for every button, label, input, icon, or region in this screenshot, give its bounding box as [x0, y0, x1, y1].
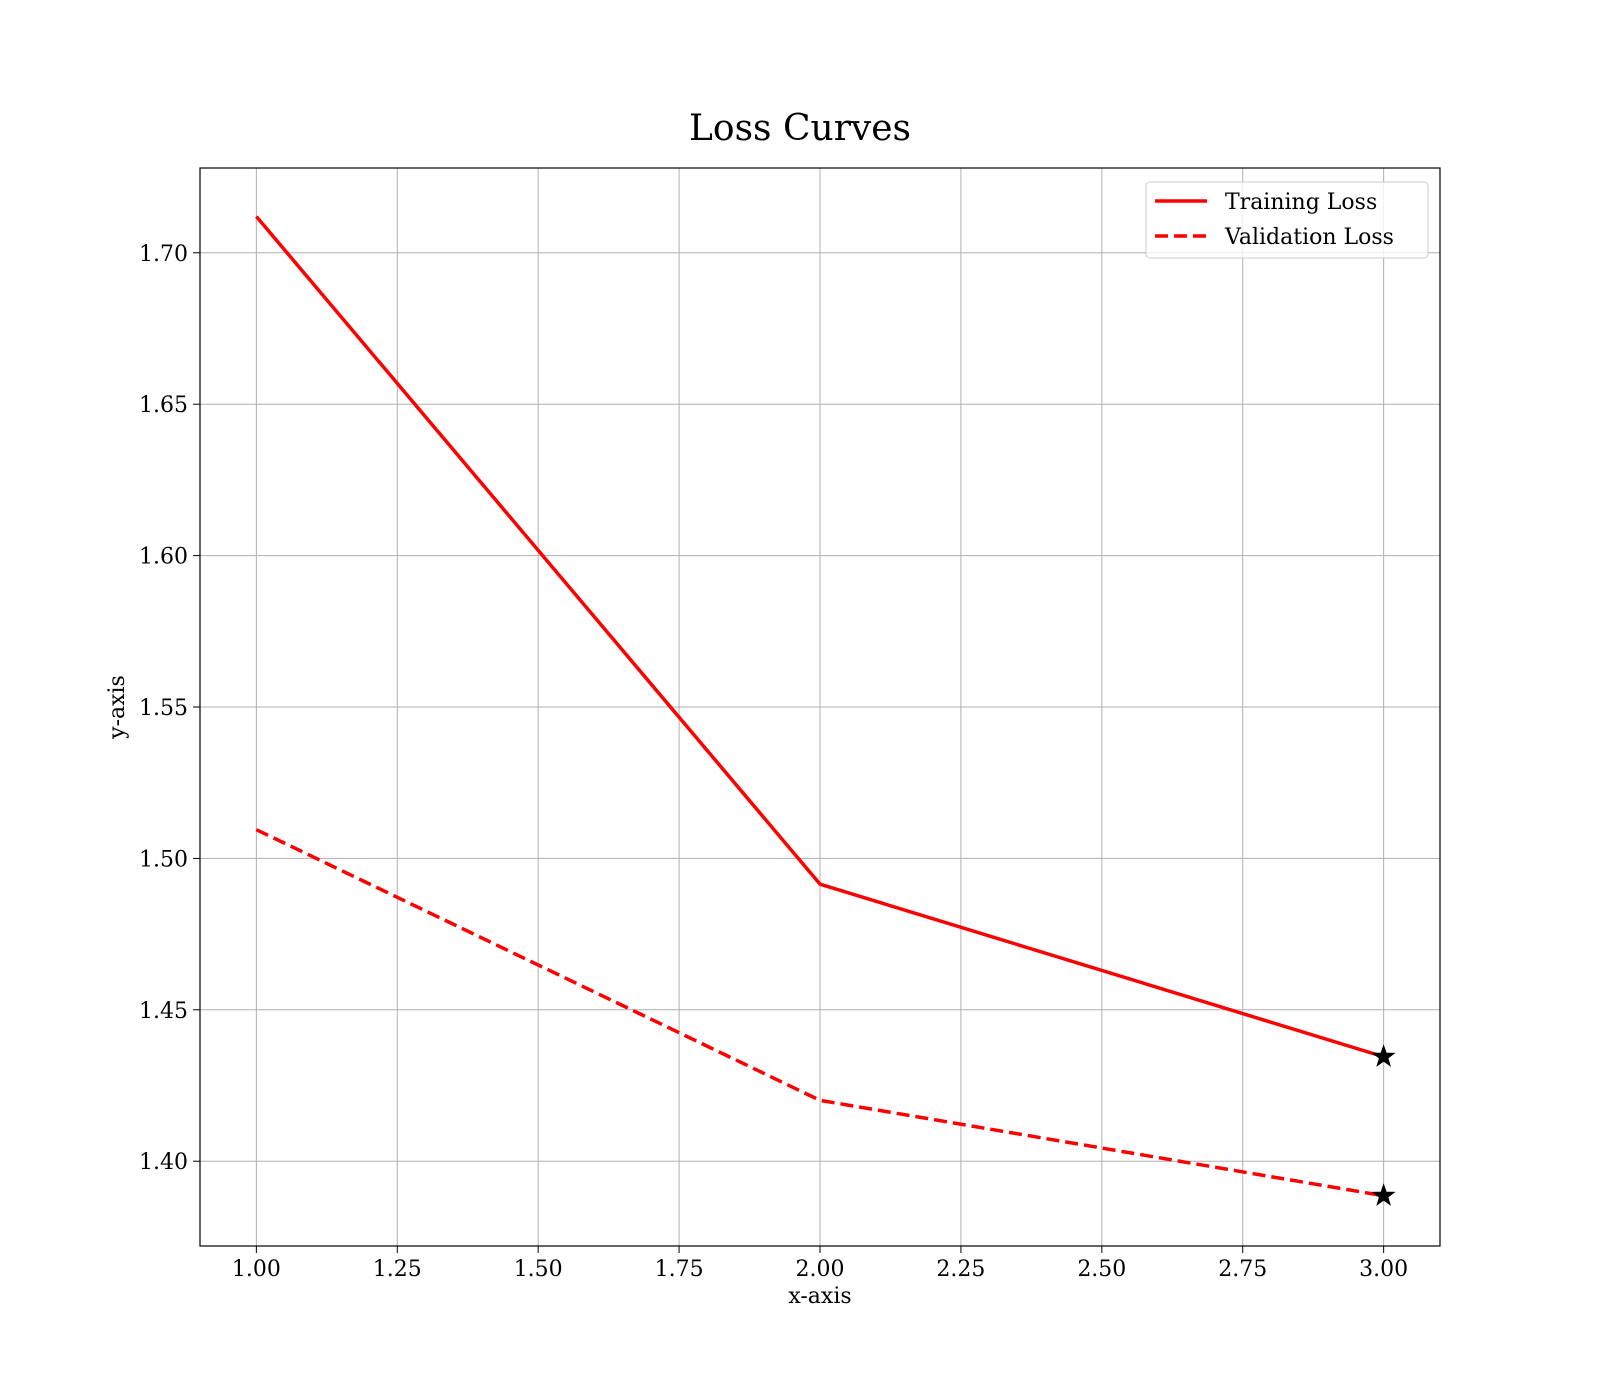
legend-box: [1145, 181, 1429, 259]
legend-label-training-loss: Training Loss: [1225, 190, 1377, 215]
x-axis-label: x-axis: [788, 1284, 851, 1309]
x-tick-label: 1.75: [655, 1257, 704, 1282]
x-tick-label: 2.25: [936, 1257, 985, 1282]
y-tick-label: 1.50: [139, 847, 188, 872]
legend: Training Loss Validation Loss: [1145, 181, 1429, 259]
x-tick-label: 1.00: [232, 1257, 281, 1282]
series-end-markers: [1371, 1044, 1396, 1206]
end-star-marker-validation-loss: [1371, 1183, 1396, 1206]
end-star-marker-training-loss: [1371, 1044, 1396, 1067]
y-tick-label: 1.45: [139, 999, 188, 1024]
x-axis-ticks: 1.00 1.25 1.50 1.75 2.00 2.25 2.50 2.75 3.00: [232, 1246, 1408, 1282]
y-axis-ticks: 1.40 1.45 1.50 1.55 1.60 1.65 1.70: [139, 242, 200, 1175]
y-axis-label: y-axis: [105, 675, 130, 740]
x-tick-label: 1.25: [373, 1257, 422, 1282]
x-tick-label: 2.75: [1218, 1257, 1267, 1282]
y-tick-label: 1.40: [139, 1150, 188, 1175]
y-tick-label: 1.70: [139, 242, 188, 267]
x-tick-label: 1.50: [514, 1257, 563, 1282]
series-line-training-loss: [255, 215, 1385, 1059]
x-tick-label: 3.00: [1359, 1257, 1408, 1282]
chart-title: Loss Curves: [689, 108, 911, 149]
y-tick-label: 1.60: [139, 545, 188, 570]
x-tick-label: 2.00: [796, 1257, 845, 1282]
series-lines: [255, 215, 1385, 1198]
y-tick-label: 1.55: [139, 696, 188, 721]
x-tick-label: 2.50: [1077, 1257, 1126, 1282]
y-tick-label: 1.65: [139, 393, 188, 418]
legend-label-validation-loss: Validation Loss: [1224, 225, 1394, 250]
